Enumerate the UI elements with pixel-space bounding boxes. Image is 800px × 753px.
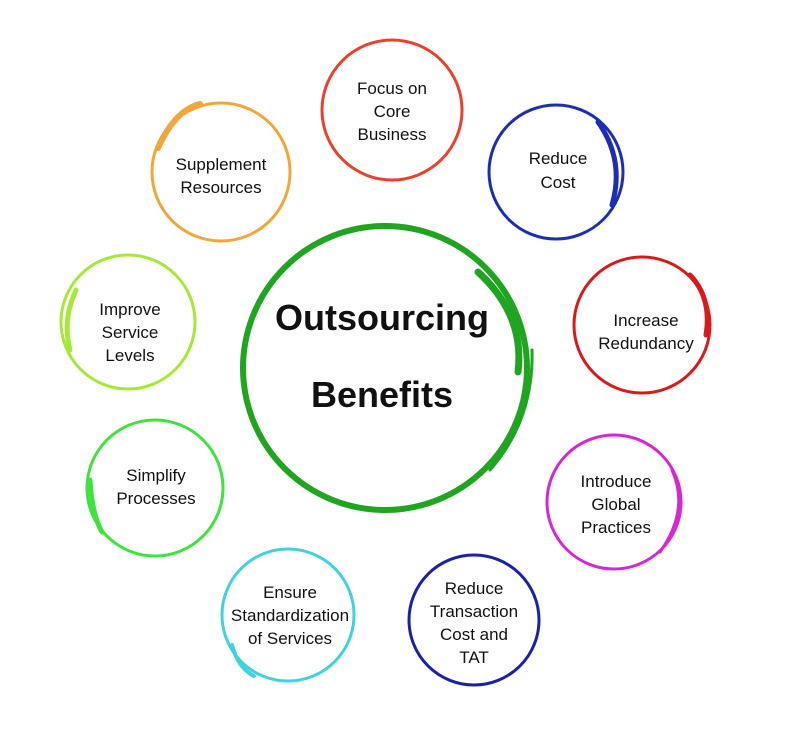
- benefit-label-line: Core: [374, 102, 411, 121]
- benefit-transaction: Reduce Transaction Cost and TAT: [407, 553, 541, 687]
- benefit-label-line: Cost: [541, 173, 576, 192]
- center-circle-tail-stroke: [488, 348, 534, 472]
- benefit-circle: [572, 255, 712, 395]
- benefit-circle: [545, 433, 683, 571]
- benefit-simplify: Simplify Processes: [85, 418, 225, 558]
- benefit-label-line: Simplify: [126, 466, 186, 485]
- center-circle-brush-stroke: [474, 268, 523, 376]
- benefit-label-line: Reduce: [529, 149, 588, 168]
- benefit-reduce-cost: Reduce Cost: [487, 103, 625, 241]
- benefit-label-line: Resources: [180, 178, 261, 197]
- benefit-label-line: Reduce: [445, 579, 504, 598]
- benefit-label-line: Increase: [613, 311, 678, 330]
- center-circle: [240, 223, 530, 513]
- center-title-line-2: Benefits: [311, 374, 453, 415]
- benefit-label-line: Standardization: [231, 606, 349, 625]
- benefit-circle: [59, 253, 197, 391]
- benefit-circle-brush-stroke: [595, 119, 619, 208]
- benefit-label-line: Transaction: [430, 602, 518, 621]
- benefit-label-line: Supplement: [176, 155, 267, 174]
- benefit-label-line: Service: [102, 323, 159, 342]
- benefit-focus: Focus on Core Business: [320, 38, 464, 182]
- benefit-label-line: Processes: [116, 489, 195, 508]
- benefit-circle: [220, 547, 356, 683]
- benefit-label-line: Focus on: [357, 79, 427, 98]
- benefit-circle-brush-stroke: [658, 468, 681, 554]
- benefit-redundancy: Increase Redundancy: [572, 255, 712, 395]
- benefit-label-line: Levels: [105, 346, 154, 365]
- benefit-circle-brush-stroke: [87, 477, 105, 535]
- benefit-circle: [487, 103, 625, 241]
- benefit-circle-brush-stroke: [155, 101, 203, 151]
- benefit-label-line: Improve: [99, 300, 160, 319]
- benefit-label-line: Ensure: [263, 583, 317, 602]
- benefit-circle: [150, 101, 292, 243]
- benefit-circle-brush-stroke: [64, 287, 79, 353]
- benefit-supplement: Supplement Resources: [150, 101, 292, 243]
- center-node: Outsourcing Benefits: [240, 223, 534, 513]
- benefit-standardization: Ensure Standardization of Services: [220, 547, 356, 683]
- benefit-circle: [407, 553, 541, 687]
- benefit-label-line: TAT: [459, 648, 489, 667]
- benefit-label-line: Business: [358, 125, 427, 144]
- center-title-line-1: Outsourcing: [275, 297, 489, 338]
- benefit-circle-brush-stroke: [687, 272, 710, 338]
- benefit-label-line: Practices: [581, 518, 651, 537]
- benefit-label-line: of Services: [248, 629, 332, 648]
- benefit-service-levels: Improve Service Levels: [59, 253, 197, 391]
- benefit-circle-brush-stroke: [230, 643, 256, 678]
- benefit-circle: [320, 38, 464, 182]
- benefit-label-line: Global: [591, 495, 640, 514]
- benefit-label-line: Cost and: [440, 625, 508, 644]
- benefit-label-line: Introduce: [581, 472, 652, 491]
- benefit-global: Introduce Global Practices: [545, 433, 683, 571]
- benefit-label-line: Redundancy: [598, 334, 694, 353]
- benefit-circle: [85, 418, 225, 558]
